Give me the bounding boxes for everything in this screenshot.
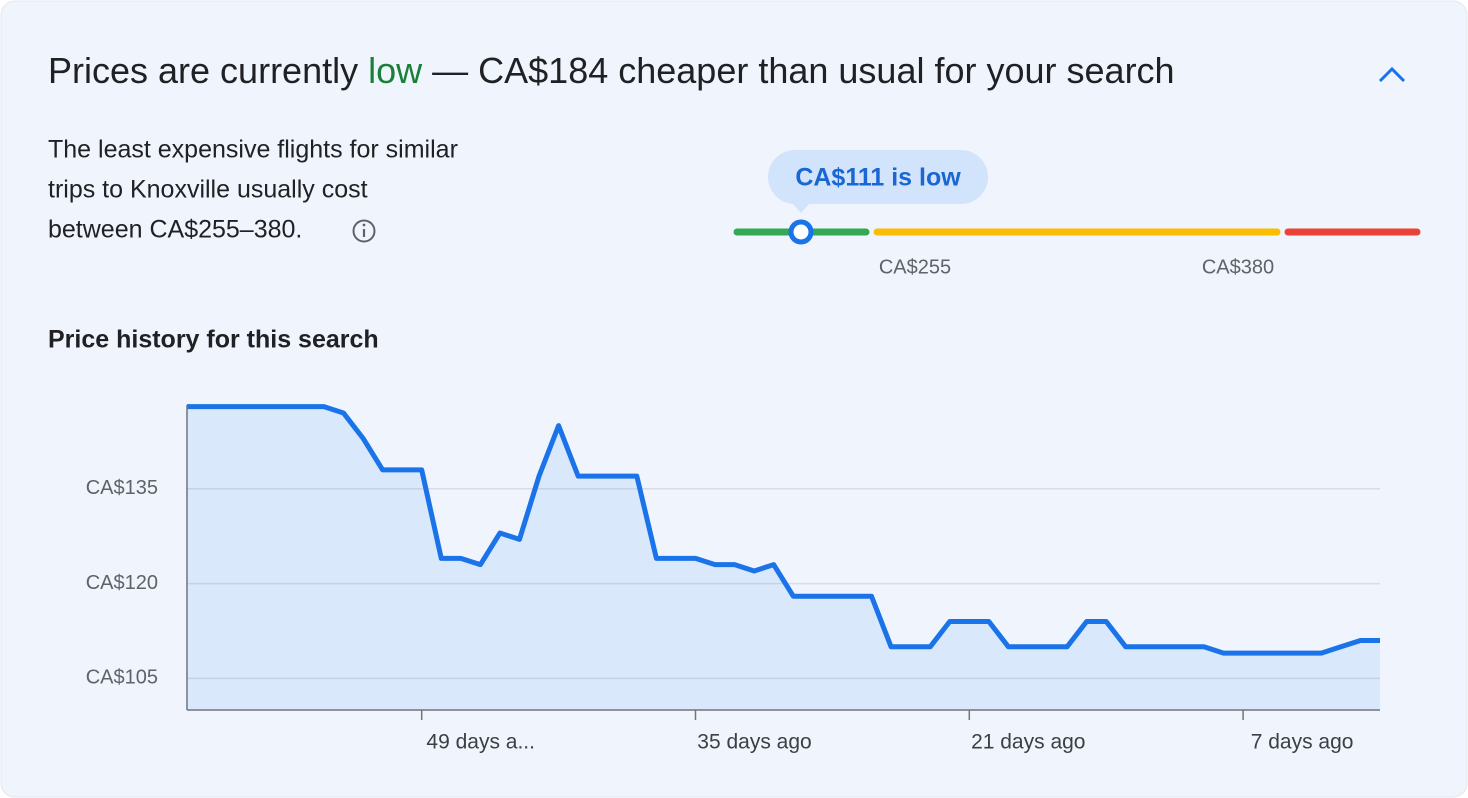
x-tick-label: 21 days ago <box>971 731 1085 754</box>
gauge-tick-label: CA$255 <box>879 256 951 278</box>
tooltip-label: CA$111 is low <box>795 164 961 192</box>
tooltip-pointer <box>792 203 810 213</box>
summary-line: The least expensive flights for similar <box>48 136 458 164</box>
headline: Prices are currently low — CA$184 cheape… <box>48 50 1175 91</box>
info-icon[interactable] <box>352 219 376 243</box>
area <box>187 406 1380 710</box>
y-tick-label: CA$105 <box>86 667 158 689</box>
chart-title: Price history for this search <box>48 326 379 354</box>
x-tick-label: 49 days a... <box>426 731 535 754</box>
price-line <box>187 404 1380 656</box>
plot: CA$105 CA$120 CA$135 49 days a... 35 days ag… <box>86 404 1380 754</box>
tooltip <box>768 150 988 204</box>
price-gauge: CA$111 is low CA$255 CA$380 <box>733 150 1421 278</box>
headline-end: — CA$184 cheaper than usual for your sea… <box>422 50 1174 91</box>
summary-line: trips to Knoxville usually cost <box>48 176 368 204</box>
x-tick-label: 35 days ago <box>697 731 811 754</box>
summary-line: between CA$255–380. <box>48 216 302 244</box>
gauge-marker <box>788 219 814 245</box>
headline-start: Prices are currently <box>48 50 368 91</box>
gauge-tick-label: CA$380 <box>1202 256 1274 278</box>
headline-status: low <box>368 50 423 91</box>
y-tick-label: CA$135 <box>86 477 158 499</box>
collapse-button[interactable] <box>1378 66 1406 83</box>
x-tick-label: 7 days ago <box>1251 731 1354 754</box>
y-tick-label: CA$120 <box>86 572 158 594</box>
